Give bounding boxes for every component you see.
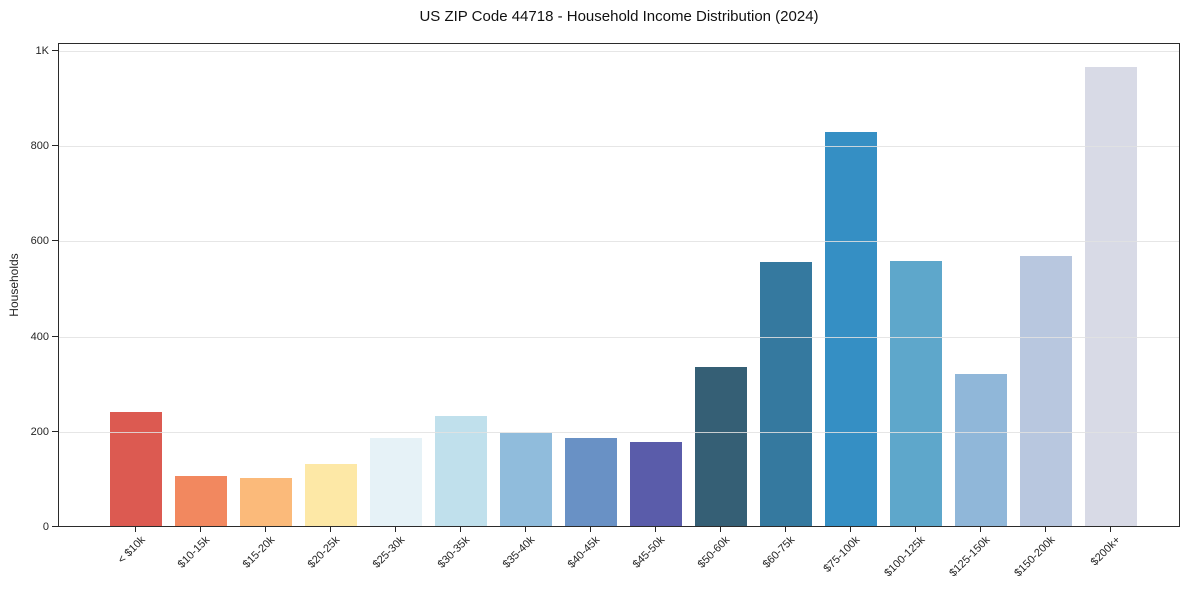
bar xyxy=(630,441,682,526)
x-tick-label: $50-60k xyxy=(695,534,733,571)
y-tick-label: 200 xyxy=(30,425,49,438)
gridline xyxy=(59,51,1179,52)
x-tick-mark xyxy=(785,527,786,532)
bar xyxy=(500,432,552,526)
x-tick-label: $30-35k xyxy=(435,534,473,571)
y-tick-mark xyxy=(52,50,58,51)
bar xyxy=(240,478,292,526)
bar xyxy=(695,367,747,526)
x-tick-label: $15-20k xyxy=(240,534,278,571)
gridline xyxy=(59,431,1179,433)
x-tick-mark xyxy=(590,527,591,532)
x-tick-label: < $10k xyxy=(115,534,148,567)
x-tick-label: $35-40k xyxy=(500,534,538,571)
y-tick-mark xyxy=(52,335,58,337)
bar xyxy=(435,415,487,526)
y-tick-label: 600 xyxy=(30,235,49,248)
y-tick-mark xyxy=(52,145,58,147)
bar xyxy=(110,411,162,526)
x-tick-mark xyxy=(980,527,981,532)
gridline xyxy=(59,241,1179,243)
x-tick-mark xyxy=(655,527,656,532)
y-tick-mark xyxy=(52,526,58,527)
x-tick-mark xyxy=(1045,527,1046,532)
y-tick-label: 1K xyxy=(35,45,49,57)
x-tick-label: $10-15k xyxy=(175,534,213,571)
bar xyxy=(370,437,422,526)
x-tick-label: $150-200k xyxy=(1012,534,1058,580)
bar xyxy=(890,260,942,526)
x-tick-mark xyxy=(1110,527,1111,532)
x-tick-label: $100-125k xyxy=(882,534,928,580)
x-tick-mark xyxy=(330,527,331,532)
bar xyxy=(1020,255,1072,526)
x-tick-label: $200k+ xyxy=(1088,534,1123,569)
y-tick-mark xyxy=(52,240,58,242)
x-tick-mark xyxy=(460,527,461,532)
bar xyxy=(565,437,617,526)
x-tick-mark xyxy=(525,527,526,532)
x-tick-mark xyxy=(915,527,916,532)
y-axis-label: Households xyxy=(7,253,21,317)
x-tick-mark xyxy=(135,527,136,532)
bar xyxy=(955,373,1007,526)
bar xyxy=(175,476,227,526)
bar xyxy=(825,131,877,526)
plot-area xyxy=(58,43,1180,527)
bar xyxy=(760,261,812,526)
x-tick-mark xyxy=(395,527,396,532)
chart-title: US ZIP Code 44718 - Household Income Dis… xyxy=(419,8,819,25)
y-tick-mark xyxy=(52,430,58,432)
x-tick-label: $25-30k xyxy=(370,534,408,571)
x-tick-label: $60-75k xyxy=(760,534,798,571)
x-tick-mark xyxy=(850,527,851,532)
bar xyxy=(305,464,357,526)
x-tick-mark xyxy=(265,527,266,532)
y-tick-label: 800 xyxy=(30,140,49,153)
x-tick-label: $75-100k xyxy=(821,534,863,575)
x-tick-mark xyxy=(200,527,201,532)
bar xyxy=(1085,66,1137,526)
gridline xyxy=(59,146,1179,148)
x-tick-label: $45-50k xyxy=(630,534,668,571)
x-tick-label: $40-45k xyxy=(565,534,603,571)
x-tick-label: $20-25k xyxy=(305,534,343,571)
gridline xyxy=(59,336,1179,338)
y-tick-label: 0 xyxy=(42,521,49,533)
x-tick-label: $125-150k xyxy=(947,534,993,580)
x-tick-mark xyxy=(720,527,721,532)
y-tick-label: 400 xyxy=(30,330,49,343)
